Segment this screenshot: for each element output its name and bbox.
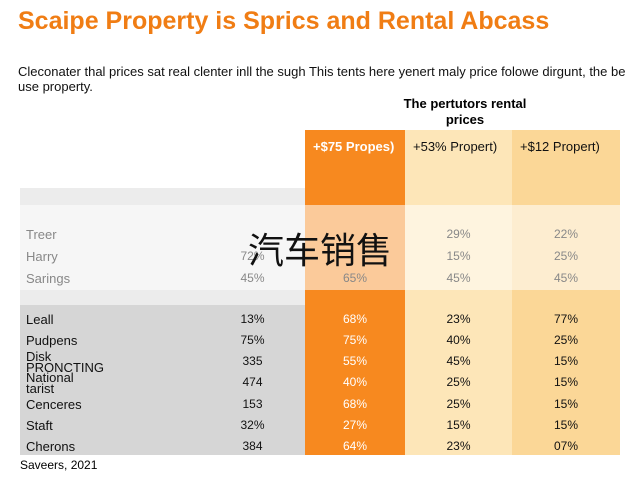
row-label: Pudpens [26, 333, 78, 348]
cell: 27% [342, 418, 368, 432]
cell: 23% [446, 312, 471, 326]
row-label: Harry [26, 249, 58, 264]
cell: 25% [446, 397, 471, 411]
row-label: National tarist [26, 369, 74, 396]
row-label: Cenceres [26, 397, 82, 412]
cell: 15% [553, 418, 579, 432]
cell: 45% [446, 271, 471, 285]
title: Scaipe Property is Sprics and Rental Abc… [18, 7, 550, 35]
cell: 07% [553, 439, 579, 453]
cell: 15% [553, 375, 579, 389]
peach-column [512, 130, 620, 455]
cell: 64% [342, 439, 368, 453]
row-label: Cherons [26, 439, 76, 454]
cell: 13% [240, 312, 265, 326]
cell: 335 [242, 354, 263, 368]
subtitle: Cleconater thal prices sat real clenter … [18, 64, 626, 94]
cell: 68% [342, 312, 368, 326]
cell: 29% [446, 227, 471, 241]
cell: 40% [342, 375, 368, 389]
row-label: Disk PRONCTING [26, 348, 104, 375]
cell: 55% [342, 354, 368, 368]
left-band [20, 305, 305, 455]
light-column [405, 130, 512, 455]
row-label: Leall [26, 312, 54, 327]
orange-column [305, 130, 405, 455]
cell: 15% [446, 249, 471, 263]
cell: 45% [553, 271, 579, 285]
cell: 23% [446, 439, 471, 453]
source: Saveers, 2021 [20, 458, 98, 472]
cell: 65% [342, 271, 368, 285]
cell: 72% [240, 249, 265, 263]
row-label: Treer [26, 227, 57, 242]
cell: 40% [446, 333, 471, 347]
column-header: +$12 Propert) [520, 139, 600, 154]
row-label: Staft [26, 418, 53, 433]
cell: 75% [342, 333, 368, 347]
column-header: +$75 Propes) [313, 139, 395, 154]
cell: 32% [240, 418, 265, 432]
column-header: +53% Propert) [413, 139, 498, 154]
cell: 22% [553, 227, 579, 241]
cell: 25% [446, 375, 471, 389]
cell: 77% [553, 312, 579, 326]
fade-overlay [20, 205, 620, 290]
cell: 25% [553, 249, 579, 263]
cell: 153 [242, 397, 263, 411]
cell: 75% [240, 333, 265, 347]
cell: 384 [242, 439, 263, 453]
cell: 15% [553, 397, 579, 411]
cell: 25% [553, 333, 579, 347]
cell: 68% [342, 397, 368, 411]
cell: 45% [240, 271, 265, 285]
group-header: The pertutors rental prices [403, 96, 527, 127]
cell: 474 [242, 375, 263, 389]
cell: 15% [446, 418, 471, 432]
row-label: Sarings [26, 271, 71, 286]
watermark: 汽车销售 [247, 230, 392, 271]
cell: 45% [446, 354, 471, 368]
cell: 15% [553, 354, 579, 368]
